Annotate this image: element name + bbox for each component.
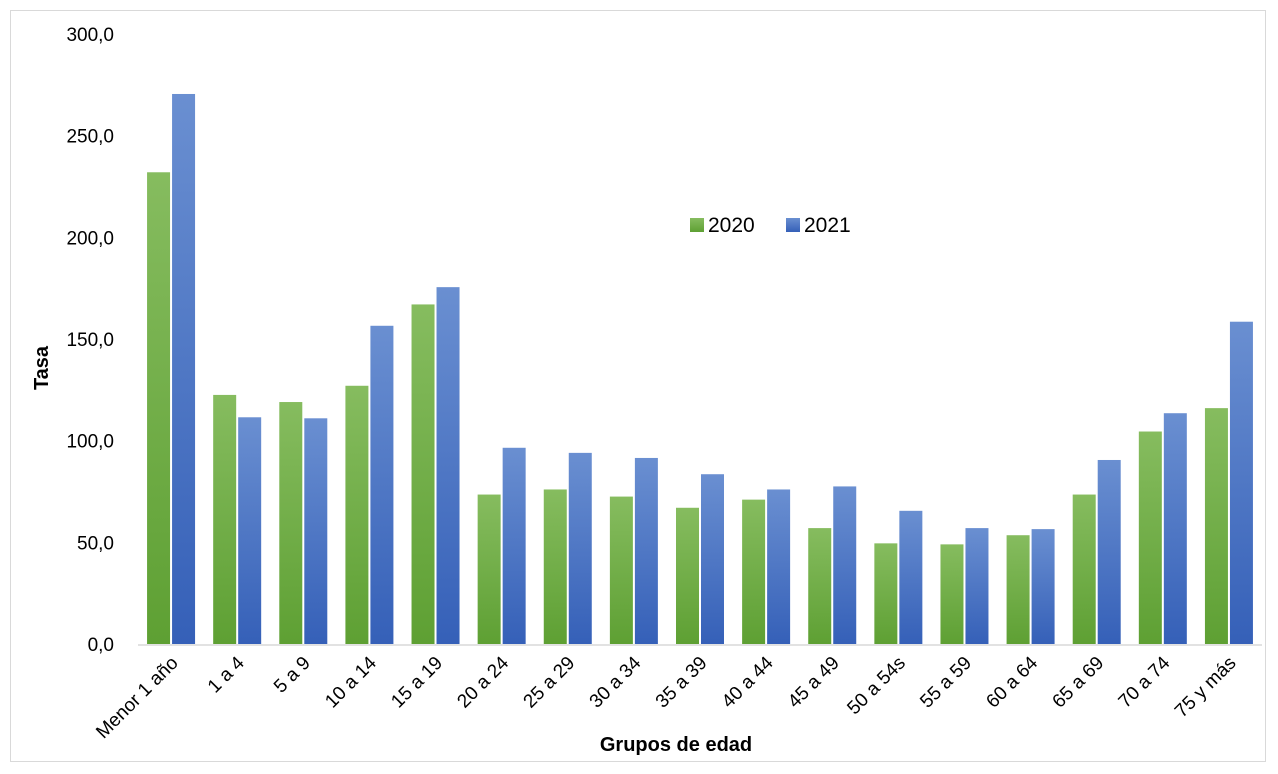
bar-2020-12 <box>940 544 964 644</box>
x-axis-ticks: Menor 1 año 1 a 4 5 a 9 10 a 14 15 a 19 20 a … <box>92 652 1240 743</box>
bar-2021-16 <box>1229 321 1253 644</box>
x-tick-label: Menor 1 año <box>92 653 182 743</box>
y-tick-label: 200,0 <box>66 228 114 249</box>
bar-2021-3 <box>370 325 394 644</box>
x-tick-label: 30 a 34 <box>586 652 646 712</box>
x-tick-label: 65 a 69 <box>1049 653 1109 713</box>
bar-2021-1 <box>238 417 262 644</box>
bar-2021-7 <box>634 457 658 644</box>
x-tick-label: 70 a 74 <box>1115 652 1175 712</box>
x-tick-label: 15 a 19 <box>387 653 447 713</box>
x-tick-label: 55 a 59 <box>916 653 976 713</box>
bar-2021-11 <box>899 510 923 644</box>
x-tick-label: 10 a 14 <box>321 652 381 712</box>
bar-2020-2 <box>279 402 303 644</box>
bars <box>147 93 1253 644</box>
x-tick-label: 1 a 4 <box>204 652 249 697</box>
bar-2020-13 <box>1006 535 1030 644</box>
y-axis-title: Tasa <box>31 345 53 390</box>
y-tick-label: 150,0 <box>66 330 114 351</box>
bar-2020-0 <box>147 172 171 644</box>
bar-2020-11 <box>874 543 898 644</box>
bar-2021-8 <box>701 474 724 644</box>
legend-swatch-2020 <box>690 218 704 232</box>
bar-2021-5 <box>502 447 526 644</box>
x-axis-title: Grupos de edad <box>600 734 752 756</box>
bar-2021-14 <box>1097 459 1121 644</box>
legend-label-2020: 2020 <box>708 214 755 237</box>
bar-2021-12 <box>965 528 989 644</box>
bar-2020-15 <box>1138 431 1162 644</box>
bar-2021-4 <box>436 287 460 644</box>
bar-2021-15 <box>1163 413 1187 644</box>
legend: 2020 2021 <box>690 214 851 237</box>
bar-2020-6 <box>543 489 567 644</box>
x-tick-label: 20 a 24 <box>453 652 513 712</box>
x-tick-label: 45 a 49 <box>784 653 844 713</box>
y-axis-ticks: 0,0 50,0 100,0 150,0 200,0 250,0 300,0 <box>66 25 114 656</box>
bar-2021-6 <box>568 452 592 644</box>
y-tick-label: 0,0 <box>88 635 114 656</box>
x-tick-label: 25 a 29 <box>520 653 580 713</box>
x-tick-label: 50 a 54s <box>843 653 909 719</box>
y-tick-label: 50,0 <box>77 533 114 554</box>
bar-2021-2 <box>304 418 328 644</box>
bar-2021-0 <box>172 93 196 644</box>
legend-swatch-2021 <box>786 218 800 232</box>
bar-2020-16 <box>1204 408 1228 644</box>
x-tick-label: 5 a 9 <box>270 653 315 698</box>
y-tick-label: 250,0 <box>66 127 114 148</box>
x-tick-label: 40 a 44 <box>718 652 778 712</box>
y-tick-label: 300,0 <box>66 25 114 46</box>
bar-2020-5 <box>477 494 501 644</box>
bar-2021-9 <box>767 489 791 644</box>
bar-2020-9 <box>742 499 766 644</box>
bar-2021-13 <box>1031 529 1055 644</box>
bar-2020-10 <box>808 528 832 644</box>
y-tick-label: 100,0 <box>66 432 114 453</box>
bar-2021-10 <box>833 486 857 644</box>
bar-2020-7 <box>609 496 633 644</box>
bar-2020-3 <box>345 385 369 644</box>
legend-label-2021: 2021 <box>804 214 851 237</box>
x-tick-label: 75 y más <box>1171 653 1240 722</box>
bar-2020-4 <box>411 304 435 644</box>
bar-2020-1 <box>213 394 237 644</box>
bar-2020-8 <box>676 507 699 644</box>
x-tick-label: 35 a 39 <box>652 653 712 713</box>
x-tick-label: 60 a 64 <box>982 652 1042 712</box>
bar-2020-14 <box>1072 494 1096 644</box>
